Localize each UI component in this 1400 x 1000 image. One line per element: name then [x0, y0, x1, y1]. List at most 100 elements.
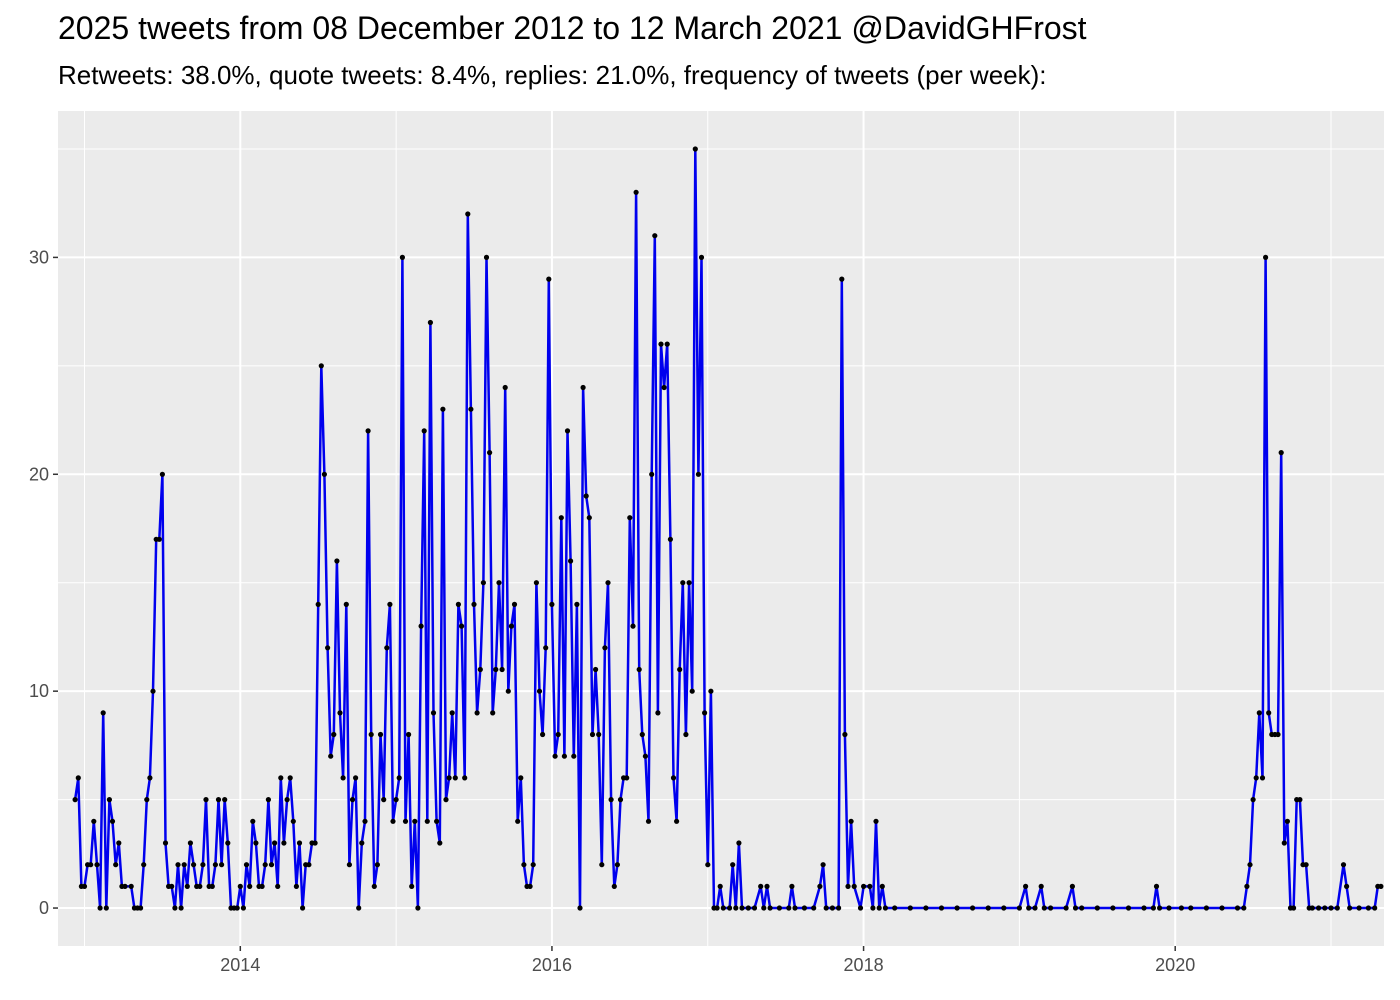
- data-point: [1275, 731, 1281, 738]
- data-point: [72, 797, 78, 803]
- data-point: [430, 710, 437, 716]
- x-tick-label: 2018: [844, 955, 884, 975]
- data-point: [593, 666, 599, 673]
- plot-panel: [58, 111, 1384, 946]
- data-point: [577, 905, 583, 911]
- data-point: [602, 645, 608, 651]
- data-point: [608, 797, 614, 803]
- data-point: [409, 883, 415, 890]
- data-point: [487, 450, 493, 456]
- data-point: [222, 797, 228, 803]
- data-point: [181, 862, 187, 868]
- data-point: [175, 862, 181, 868]
- data-point: [113, 862, 119, 868]
- data-point: [156, 536, 162, 542]
- data-point: [599, 862, 605, 868]
- data-point: [1365, 905, 1371, 911]
- data-point: [191, 862, 197, 868]
- data-point: [1344, 883, 1350, 890]
- data-point: [1048, 905, 1054, 911]
- data-point: [325, 645, 331, 651]
- data-point: [674, 818, 680, 824]
- data-point: [265, 797, 271, 803]
- data-point: [583, 493, 589, 499]
- data-point: [605, 580, 611, 586]
- data-point: [106, 797, 112, 803]
- data-point: [1069, 883, 1075, 890]
- data-point: [381, 797, 387, 803]
- data-point: [387, 601, 393, 608]
- data-point: [1247, 862, 1253, 868]
- data-point: [424, 818, 430, 824]
- data-point: [343, 601, 349, 608]
- data-point: [359, 840, 365, 846]
- data-point: [1072, 905, 1079, 911]
- data-point: [496, 580, 502, 586]
- chart-title: 2025 tweets from 08 December 2012 to 12 …: [58, 10, 1087, 46]
- data-point: [536, 688, 543, 694]
- data-point: [1372, 905, 1378, 911]
- data-point: [440, 406, 446, 412]
- data-point: [571, 753, 577, 759]
- data-point: [150, 688, 156, 694]
- data-point: [624, 775, 630, 781]
- data-point: [219, 862, 225, 868]
- data-point: [462, 775, 468, 781]
- data-point: [511, 601, 518, 608]
- data-point: [169, 883, 175, 890]
- data-point: [197, 883, 203, 890]
- data-point: [508, 623, 514, 629]
- data-point: [540, 731, 546, 738]
- chart-subtitle: Retweets: 38.0%, quote tweets: 8.4%, rep…: [58, 60, 1047, 90]
- data-point: [892, 905, 898, 911]
- data-point: [627, 515, 633, 521]
- data-point: [399, 254, 405, 260]
- data-point: [287, 775, 293, 781]
- data-point: [1356, 905, 1362, 911]
- data-point: [764, 883, 770, 890]
- data-point: [879, 883, 885, 890]
- data-point: [636, 666, 642, 673]
- data-point: [1328, 905, 1334, 911]
- data-point: [870, 905, 876, 911]
- data-point: [455, 601, 461, 608]
- data-point: [331, 731, 337, 738]
- data-point: [954, 905, 960, 911]
- data-point: [617, 797, 624, 803]
- data-point: [1125, 905, 1132, 911]
- data-point: [586, 515, 592, 521]
- y-tick-label: 10: [29, 681, 49, 701]
- data-point: [434, 818, 440, 824]
- data-point: [449, 710, 455, 716]
- data-point: [1259, 775, 1266, 781]
- data-point: [396, 775, 402, 781]
- data-point: [938, 905, 945, 911]
- data-point: [1150, 905, 1156, 911]
- data-point: [465, 211, 471, 217]
- data-point: [705, 862, 711, 868]
- data-point: [680, 580, 686, 586]
- data-point: [923, 905, 929, 911]
- data-point: [103, 905, 109, 911]
- data-point: [393, 797, 399, 803]
- data-point: [1166, 905, 1172, 911]
- data-point: [829, 905, 836, 911]
- data-point: [390, 818, 396, 824]
- data-point: [1256, 710, 1262, 716]
- data-point: [1016, 905, 1023, 911]
- data-point: [116, 840, 122, 846]
- data-point: [645, 818, 652, 824]
- data-point: [172, 905, 178, 911]
- data-point: [639, 731, 645, 738]
- data-point: [446, 775, 452, 781]
- data-point: [861, 883, 867, 890]
- data-point: [427, 319, 433, 326]
- data-point: [521, 862, 527, 868]
- data-point: [162, 840, 169, 846]
- data-point: [907, 905, 913, 911]
- data-point: [284, 797, 290, 803]
- data-point: [811, 905, 817, 911]
- data-point: [365, 428, 371, 434]
- data-point: [353, 775, 359, 781]
